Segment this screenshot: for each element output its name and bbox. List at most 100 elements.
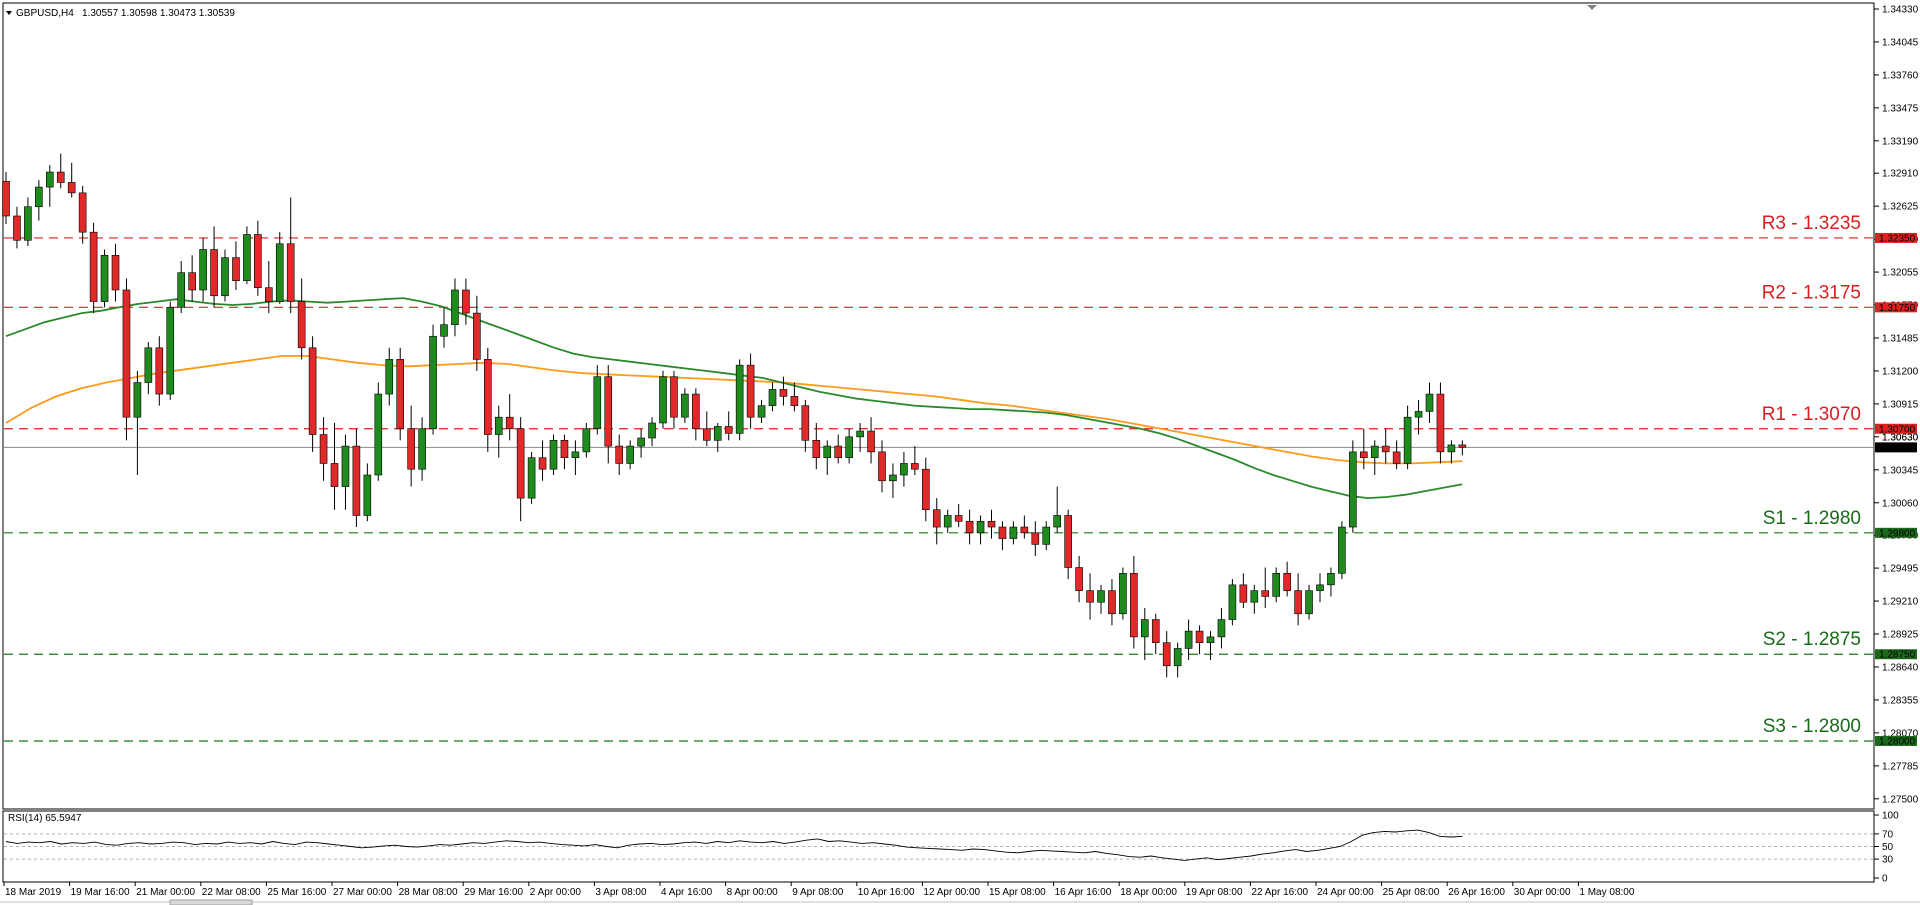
candle-body xyxy=(571,451,580,458)
candle xyxy=(823,440,832,476)
candle-body xyxy=(89,231,98,302)
candle xyxy=(1392,440,1401,470)
candle xyxy=(24,197,32,247)
x-tick-label: 4 Apr 16:00 xyxy=(661,887,713,898)
rsi-scale-label: 30 xyxy=(1882,855,1894,866)
price-tags: 1.32350 1.31750 1.30700 1.29800 1.28750 1.280… xyxy=(1875,232,1919,747)
level-label-s3: S3 - 1.2800 xyxy=(1763,716,1861,737)
candle xyxy=(746,353,755,429)
candle-body xyxy=(319,434,328,464)
candle xyxy=(1338,521,1346,580)
candle-body xyxy=(188,272,196,291)
candle-body xyxy=(505,416,514,430)
candle-body xyxy=(921,468,930,510)
dropdown-arrow-icon[interactable] xyxy=(6,11,12,15)
candle xyxy=(932,498,941,545)
candle-body xyxy=(1031,532,1040,545)
candle xyxy=(648,417,656,447)
y-tick-label: 1.33190 xyxy=(1882,136,1919,147)
x-tick-label: 3 Apr 08:00 xyxy=(595,887,647,898)
candle xyxy=(911,446,919,476)
chart-symbol: GBPUSD,H4 xyxy=(16,8,74,19)
candle-body xyxy=(100,255,109,302)
candle xyxy=(1217,607,1226,649)
y-tick-label: 1.28070 xyxy=(1882,728,1919,739)
level-tag-r2 xyxy=(1875,302,1917,313)
candle-body xyxy=(13,215,21,241)
candle-body xyxy=(473,312,481,360)
candle xyxy=(177,261,185,314)
candle xyxy=(1195,625,1204,655)
x-tick-label: 27 Mar 00:00 xyxy=(333,887,392,898)
candle xyxy=(921,457,930,522)
candle-body xyxy=(1097,590,1105,603)
candle xyxy=(133,370,142,476)
candle-body xyxy=(374,393,383,476)
candle xyxy=(954,503,963,528)
chart-ohlc: 1.30557 1.30598 1.30473 1.30539 xyxy=(82,8,235,19)
candle-body xyxy=(1327,572,1335,586)
candle xyxy=(429,324,437,435)
candle-body xyxy=(1119,572,1127,615)
candle xyxy=(330,422,339,510)
candle xyxy=(1458,440,1467,456)
candle-body xyxy=(1228,584,1237,620)
candle-body xyxy=(659,376,667,424)
candle-body xyxy=(199,249,207,291)
moving-averages xyxy=(5,297,1463,500)
candle-body xyxy=(812,440,821,458)
y-tick-label: 1.27500 xyxy=(1882,794,1919,805)
candle xyxy=(232,241,240,290)
candle-body xyxy=(1173,648,1182,667)
current-price-text: 1.30539 xyxy=(1879,443,1916,454)
x-tick-label: 29 Mar 16:00 xyxy=(464,887,523,898)
candle-body xyxy=(724,426,733,434)
candle xyxy=(943,509,952,533)
candle-body xyxy=(1086,590,1094,603)
candle-body xyxy=(1294,590,1302,615)
x-tick-label: 26 Apr 16:00 xyxy=(1448,887,1505,898)
candle-body xyxy=(308,347,317,435)
candle xyxy=(56,153,65,189)
x-tick-label: 28 Mar 08:00 xyxy=(399,887,458,898)
x-tick-label: 22 Mar 08:00 xyxy=(202,887,261,898)
candle-body xyxy=(210,249,218,297)
candle-body xyxy=(254,234,262,288)
candle-body xyxy=(297,301,306,349)
candle-body xyxy=(779,389,788,397)
x-tick-label: 2 Apr 00:00 xyxy=(530,887,582,898)
candle-body xyxy=(768,389,777,406)
price-axis[interactable]: 1.34330 1.34045 1.33760 1.33475 1.33190 1.329… xyxy=(1874,5,1919,806)
candle xyxy=(593,365,602,435)
candle xyxy=(188,255,196,302)
candle xyxy=(812,422,821,470)
level-tag-text: 1.28750 xyxy=(1879,650,1916,661)
candle xyxy=(1097,584,1105,614)
y-tick-label: 1.30630 xyxy=(1882,432,1919,443)
rsi-label: RSI(14) 65.5947 xyxy=(8,813,82,824)
candle-body xyxy=(243,234,251,282)
y-tick-label: 1.32055 xyxy=(1882,268,1919,279)
shift-marker-icon[interactable] xyxy=(1587,5,1597,10)
candle-body xyxy=(648,422,656,439)
candle xyxy=(1283,561,1291,597)
chart-tab[interactable] xyxy=(169,899,253,905)
candle xyxy=(473,295,481,371)
candle xyxy=(483,347,492,452)
level-label-s1: S1 - 1.2980 xyxy=(1763,508,1861,529)
candle xyxy=(144,342,153,395)
level-tag-text: 1.32350 xyxy=(1879,233,1916,244)
candle-body xyxy=(67,182,76,194)
candle xyxy=(166,301,175,400)
candle xyxy=(363,463,372,522)
candle xyxy=(1370,440,1379,476)
candle xyxy=(100,249,109,308)
candle-body xyxy=(56,171,65,183)
candle-body xyxy=(385,359,394,395)
candle-body xyxy=(1217,619,1226,638)
candle xyxy=(275,232,284,304)
time-axis[interactable]: 18 Mar 2019 19 Mar 16:00 21 Mar 00:00 22 Ma… xyxy=(3,882,1635,898)
candle-body xyxy=(462,289,470,314)
candle-body xyxy=(987,520,996,528)
